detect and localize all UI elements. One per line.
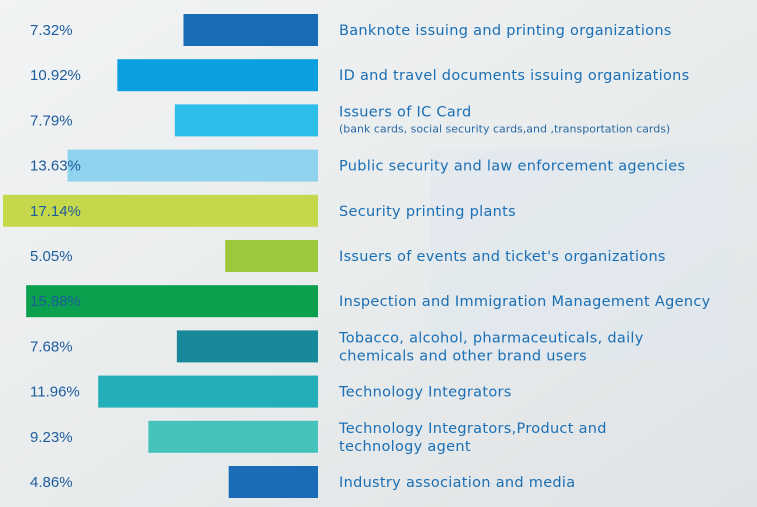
category-label: Technology Integrators,Product and xyxy=(338,421,607,437)
bar xyxy=(228,466,318,498)
value-label: 9.23% xyxy=(30,429,73,446)
bar xyxy=(26,285,318,318)
bar xyxy=(67,149,318,182)
value-label: 4.86% xyxy=(30,474,73,491)
value-label: 13.63% xyxy=(30,158,81,175)
category-label: technology agent xyxy=(339,439,471,455)
bar xyxy=(3,194,318,227)
bar xyxy=(174,104,318,137)
category-label: Issuers of IC Card xyxy=(339,104,472,120)
category-note: (bank cards, social security cards,and ,… xyxy=(339,122,670,135)
bar xyxy=(225,240,318,272)
value-label: 5.05% xyxy=(30,248,73,265)
bar xyxy=(117,59,318,92)
category-label: Security printing plants xyxy=(339,204,516,220)
bar xyxy=(148,420,318,453)
value-label: 11.96% xyxy=(30,384,80,401)
category-label: Banknote issuing and printing organizati… xyxy=(339,23,672,39)
value-label: 17.14% xyxy=(30,203,81,220)
value-label: 7.68% xyxy=(30,338,73,355)
category-label: Public security and law enforcement agen… xyxy=(339,159,685,175)
bar xyxy=(98,375,318,408)
category-label: chemicals and other brand users xyxy=(339,348,587,364)
value-label: 7.79% xyxy=(30,112,73,129)
category-label: Tobacco, alcohol, pharmaceuticals, daily xyxy=(338,330,644,346)
category-label: Technology Integrators xyxy=(338,385,512,401)
category-label: Inspection and Immigration Management Ag… xyxy=(339,294,711,310)
category-label: Issuers of events and ticket's organizat… xyxy=(339,249,666,265)
background-screen xyxy=(430,150,730,360)
value-label: 7.32% xyxy=(30,22,73,39)
category-label: ID and travel documents issuing organiza… xyxy=(339,68,690,84)
value-label: 10.92% xyxy=(30,67,81,84)
category-label: Industry association and media xyxy=(339,475,575,491)
bar xyxy=(176,330,318,363)
bar xyxy=(183,14,318,46)
value-label: 15.88% xyxy=(30,293,81,310)
